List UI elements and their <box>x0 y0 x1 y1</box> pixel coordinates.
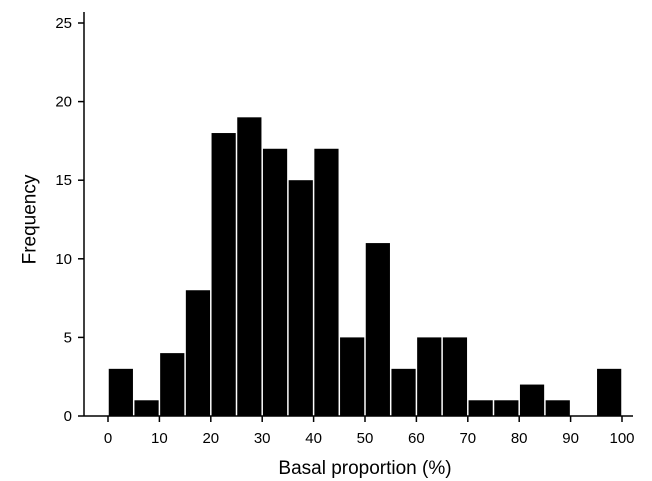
y-tick-label: 20 <box>55 94 72 111</box>
x-tick-label: 20 <box>202 430 219 447</box>
x-tick-label: 0 <box>104 430 112 447</box>
y-tick-label: 25 <box>55 15 72 32</box>
histogram-bar-50-55 <box>365 243 390 416</box>
histogram-bar-70-75 <box>468 400 493 416</box>
x-tick-label: 40 <box>305 430 322 447</box>
histogram-bar-80-85 <box>519 384 545 416</box>
x-tick-label: 100 <box>609 430 634 447</box>
y-tick-label: 10 <box>55 251 72 268</box>
histogram-bar-20-25 <box>211 133 236 417</box>
histogram-bar-85-90 <box>545 400 570 416</box>
histogram-bar-55-60 <box>391 368 416 416</box>
histogram-bar-75-80 <box>494 400 519 416</box>
x-tick-label: 50 <box>357 430 374 447</box>
x-tick-label: 60 <box>408 430 425 447</box>
y-tick-label: 15 <box>55 172 72 189</box>
x-tick-label: 30 <box>254 430 271 447</box>
histogram-bar-10-15 <box>160 353 185 416</box>
bars-group <box>108 117 622 417</box>
histogram-bar-95-100 <box>597 368 622 416</box>
x-tick-label: 90 <box>562 430 579 447</box>
histogram-bar-0-5 <box>108 368 133 416</box>
histogram-bar-25-30 <box>237 117 262 416</box>
x-axis-title: Basal proportion (%) <box>278 458 451 479</box>
x-tick-label: 10 <box>151 430 168 447</box>
y-tick-label: 5 <box>64 329 72 346</box>
x-tick-label: 70 <box>459 430 476 447</box>
histogram-bar-5-10 <box>134 400 159 416</box>
histogram-bar-60-65 <box>417 337 442 416</box>
y-tick-label: 0 <box>64 408 72 425</box>
x-tick-label: 80 <box>511 430 528 447</box>
x-axis-ticks: 0 10 20 30 40 50 60 70 80 90 100 <box>104 416 635 447</box>
histogram-bar-40-45 <box>314 148 339 416</box>
histogram-bar-35-40 <box>288 180 313 416</box>
y-axis-ticks: 0 5 10 15 20 25 <box>55 15 84 425</box>
y-axis-title: Frequency <box>20 174 41 264</box>
histogram-bar-65-70 <box>442 337 468 416</box>
histogram-bar-45-50 <box>340 337 365 416</box>
histogram-bar-30-35 <box>262 148 288 416</box>
histogram-bar-15-20 <box>185 290 211 416</box>
